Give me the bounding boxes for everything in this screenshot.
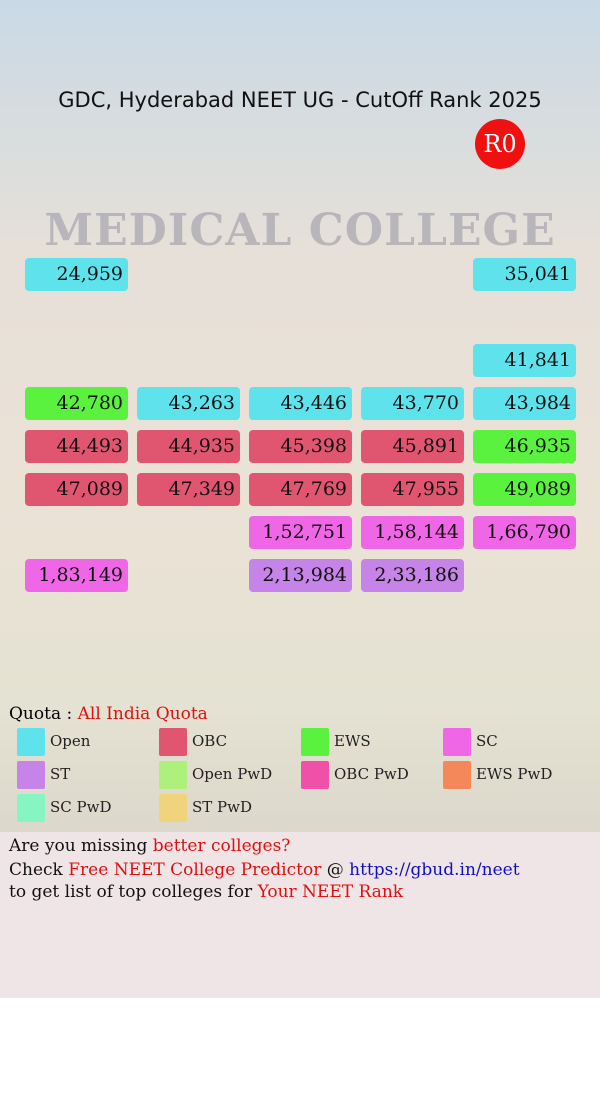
legend-swatch — [443, 761, 471, 789]
cutoff-cell: 2,13,984 — [249, 559, 352, 592]
text: @ — [326, 860, 344, 880]
legend-swatch — [17, 761, 45, 789]
footer: Are you missing better colleges? Check F… — [0, 832, 600, 998]
quota-value: All India Quota — [77, 704, 208, 724]
title: GDC, Hyderabad NEET UG - CutOff Rank 202… — [58, 88, 542, 112]
footer-line: Check Free NEET College Predictor @ http… — [9, 860, 520, 880]
legend-swatch — [17, 794, 45, 822]
legend-label: ST — [50, 765, 71, 783]
cutoff-cell: 43,446 — [249, 387, 352, 420]
text: better colleges? — [152, 836, 291, 856]
cutoff-cell: 46,935 — [473, 430, 576, 463]
cutoff-cell: 43,770 — [361, 387, 464, 420]
cutoff-cell: 35,041 — [473, 258, 576, 291]
cutoff-cell: 42,780 — [25, 387, 128, 420]
round-badge: R0 — [475, 119, 525, 169]
cutoff-cell: 43,984 — [473, 387, 576, 420]
legend-swatch — [159, 728, 187, 756]
text: to get list of top colleges for — [9, 882, 253, 902]
cutoff-cell: 44,935 — [137, 430, 240, 463]
cutoff-cell: 1,58,144 — [361, 516, 464, 549]
cutoff-cell: 47,089 — [25, 473, 128, 506]
legend-swatch — [159, 794, 187, 822]
legend-label: SC — [476, 732, 498, 750]
cutoff-cell: 24,959 — [25, 258, 128, 291]
cutoff-cell: 49,089 — [473, 473, 576, 506]
legend-swatch — [17, 728, 45, 756]
cutoff-cell: 1,52,751 — [249, 516, 352, 549]
cutoff-cell: 1,83,149 — [25, 559, 128, 592]
legend-swatch — [159, 761, 187, 789]
link[interactable]: https://gbud.in/neet — [349, 860, 520, 880]
text: Your NEET Rank — [257, 882, 404, 902]
legend-label: ST PwD — [192, 798, 253, 816]
legend-label: Open — [50, 732, 91, 750]
cutoff-cell: 44,493 — [25, 430, 128, 463]
legend-label: Open PwD — [192, 765, 273, 783]
cutoff-cell: 43,263 — [137, 387, 240, 420]
cutoff-cell: 45,891 — [361, 430, 464, 463]
legend-swatch — [301, 761, 329, 789]
text: Check — [9, 860, 63, 880]
cutoff-cell: 2,33,186 — [361, 559, 464, 592]
legend-label: OBC PwD — [334, 765, 409, 783]
legend-swatch — [443, 728, 471, 756]
legend-swatch — [301, 728, 329, 756]
legend-label: EWS — [334, 732, 371, 750]
background-sign: MEDICAL COLLEGE — [44, 205, 556, 256]
cutoff-cell: 47,769 — [249, 473, 352, 506]
cutoff-cell: 45,398 — [249, 430, 352, 463]
legend-label: OBC — [192, 732, 228, 750]
cutoff-cell: 47,349 — [137, 473, 240, 506]
link[interactable]: Free NEET College Predictor — [68, 860, 322, 880]
quota: Quota : All India Quota — [9, 704, 208, 724]
legend-label: EWS PwD — [476, 765, 553, 783]
legend-label: SC PwD — [50, 798, 112, 816]
text: Are you missing — [9, 836, 148, 856]
footer-line: to get list of top colleges for Your NEE… — [9, 882, 403, 902]
cutoff-cell: 47,955 — [361, 473, 464, 506]
footer-line: Are you missing better colleges? — [9, 836, 290, 856]
cutoff-cell: 1,66,790 — [473, 516, 576, 549]
quota-label: Quota : — [9, 704, 73, 724]
cutoff-cell: 41,841 — [473, 344, 576, 377]
